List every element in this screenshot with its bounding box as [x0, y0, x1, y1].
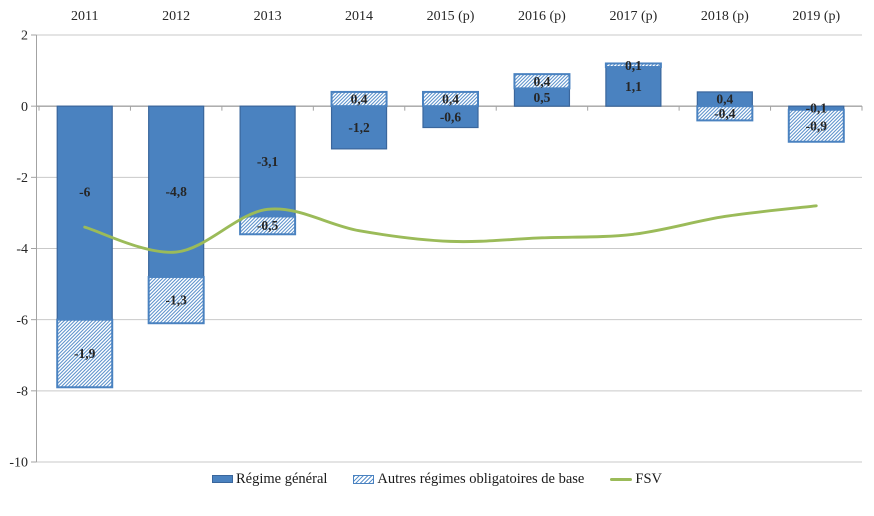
bar-segment-autres-regimes [422, 90, 479, 108]
bar-segment-regime-general [330, 105, 388, 150]
y-tick-label: -6 [16, 313, 28, 328]
legend-label-fsv: FSV [635, 471, 662, 487]
bar-value-label: -0,6 [440, 109, 462, 124]
bar-segment-regime-general [239, 105, 296, 218]
bar-value-label: -6 [79, 185, 90, 200]
bar-value-label: 0,4 [716, 92, 733, 107]
bar-value-label: 0,4 [351, 92, 368, 107]
bar-value-label: 0,5 [534, 90, 551, 105]
legend-item-fsv: FSV [610, 470, 662, 488]
bar-segment-autres-regimes [787, 108, 845, 143]
bar-value-label: 0,4 [442, 92, 459, 107]
bar-segment-regime-general [56, 105, 113, 321]
bar-value-label: -1,3 [165, 293, 187, 308]
y-tick-label: -4 [16, 242, 28, 257]
category-label: 2013 [254, 9, 282, 24]
bar-segment-autres-regimes [56, 318, 114, 389]
category-label: 2015 (p) [427, 9, 475, 24]
legend-swatch-fsv-line [610, 477, 633, 481]
legend-item-autres-regimes: Autres régimes obligatoires de base [353, 470, 584, 488]
y-tick-label: -10 [9, 456, 28, 471]
category-label: 2014 [345, 9, 373, 24]
bar-value-label: -0,5 [257, 218, 279, 233]
bar-value-label: -3,1 [257, 154, 279, 169]
category-label: 2012 [162, 9, 190, 24]
y-tick-label: 0 [21, 100, 28, 115]
plot-area: 2 0 -2 -4 -6 -8 -10 2011 2012 2013 2014 2015 (p) 201… [9, 9, 863, 471]
category-label: 2018 (p) [701, 9, 749, 24]
legend-label-regime-general: Régime général [236, 471, 328, 487]
bar-segment-autres-regimes [513, 73, 571, 90]
legend-swatch-solid-bar [212, 475, 234, 483]
category-label: 2019 (p) [792, 9, 840, 24]
category-label: 2016 (p) [518, 9, 566, 24]
bar-value-label: -0,1 [806, 101, 828, 116]
legend: Régime général Autres régimes obligatoir… [0, 470, 874, 488]
bar-value-label: -0,9 [806, 118, 828, 133]
bar-value-label: 1,1 [625, 79, 642, 94]
bar-segment-autres-regimes [696, 105, 754, 122]
bar-value-label: -1,9 [74, 346, 96, 361]
legend-label-autres-regimes: Autres régimes obligatoires de base [377, 471, 585, 487]
bar-value-label: -0,4 [714, 106, 736, 121]
bar-value-label: -1,2 [348, 120, 370, 135]
bar-value-label: 0,1 [625, 58, 642, 73]
bar-segment-autres-regimes [239, 215, 297, 236]
fsv-line [83, 204, 818, 254]
legend-swatch-hatched-bar [353, 474, 375, 484]
bar-segment-regime-general [605, 66, 662, 107]
category-label: 2017 (p) [609, 9, 657, 24]
y-tick-label: 2 [21, 29, 28, 44]
y-tick-label: -8 [16, 385, 28, 400]
bar-segment-autres-regimes [604, 62, 662, 69]
category-label: 2011 [71, 9, 98, 24]
bar-segment-autres-regimes [147, 275, 205, 325]
y-tick-label: -2 [16, 171, 28, 186]
bar-segment-autres-regimes [330, 90, 388, 108]
legend-item-regime-general: Régime général [212, 470, 327, 488]
bar-value-label: -4,8 [165, 184, 187, 199]
bar-value-label: 0,4 [534, 74, 551, 89]
